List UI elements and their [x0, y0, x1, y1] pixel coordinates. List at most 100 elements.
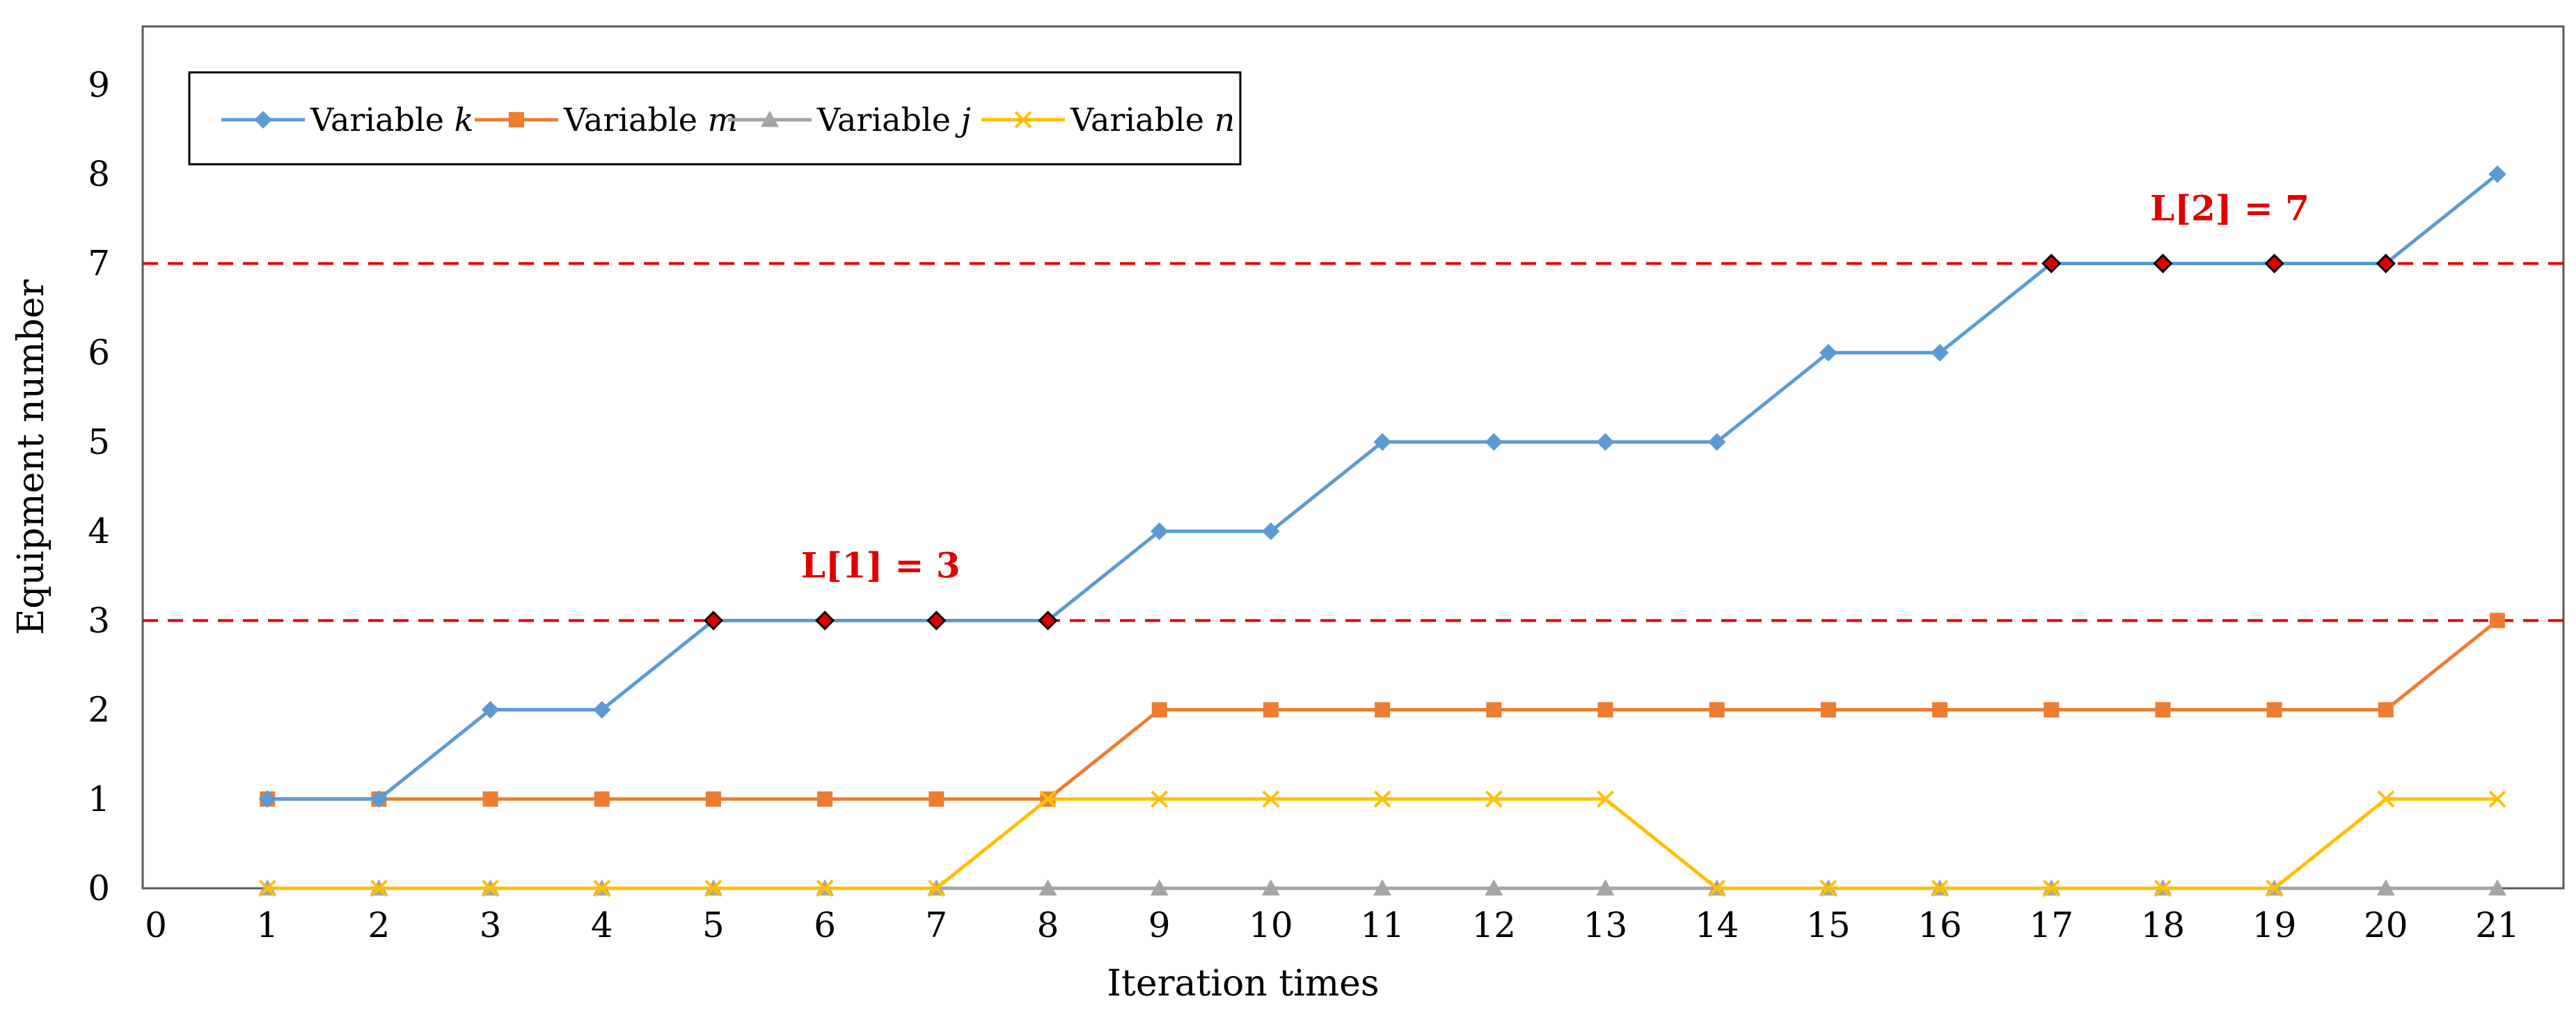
data-point-k [1373, 433, 1391, 451]
data-point-m [1597, 702, 1613, 718]
reference-line-label: L[1] = 3 [801, 544, 961, 585]
data-point-m [594, 791, 610, 807]
x-tick-label: 19 [2252, 905, 2297, 945]
x-tick-label: 11 [1360, 905, 1405, 945]
y-tick-label: 5 [88, 422, 110, 462]
y-tick-label: 9 [88, 65, 110, 105]
series-k [258, 165, 2506, 808]
data-point-highlight-k [815, 611, 835, 631]
data-point-j [2376, 879, 2395, 896]
x-tick-label: 3 [480, 905, 502, 945]
y-tick-label: 8 [88, 154, 110, 194]
x-tick-label: 14 [1695, 905, 1739, 945]
data-point-n [1485, 790, 1503, 808]
data-point-k [481, 700, 500, 719]
data-point-k [1707, 433, 1726, 451]
data-point-n [1039, 790, 1057, 808]
data-point-highlight-k [2376, 253, 2396, 274]
x-tick-label: 17 [2029, 905, 2073, 945]
data-point-m [482, 791, 498, 807]
legend-label-m: Variable m [563, 101, 738, 139]
x-tick-labels: 0 1 2 3 4 5 6 7 8 9 10 11 12 13 14 15 16 17 18 19 20 21 [145, 905, 2520, 945]
data-point-j [1261, 879, 1280, 896]
data-point-n [1931, 879, 1949, 897]
y-tick-label: 4 [88, 511, 110, 551]
data-point-j [1150, 879, 1169, 896]
data-point-m [705, 791, 721, 807]
series-m [260, 613, 2505, 807]
data-point-k [2488, 165, 2506, 183]
data-point-n [2042, 879, 2060, 897]
data-point-n [2266, 879, 2284, 897]
legend-box [188, 71, 1242, 166]
data-point-n [816, 879, 834, 897]
legend-marker-m [509, 112, 524, 127]
data-point-n [2488, 790, 2506, 808]
legend-label-n: Variable n [1070, 101, 1235, 139]
data-point-k [1931, 343, 1949, 362]
y-axis-title: Equipment number [10, 279, 52, 635]
data-point-n [370, 879, 388, 897]
data-point-j [2488, 879, 2506, 896]
data-point-k [1262, 522, 1280, 540]
data-point-n [1373, 790, 1391, 808]
legend-marker-j [761, 111, 779, 127]
data-point-m [1263, 702, 1279, 718]
y-tick-label: 3 [88, 600, 110, 640]
data-point-m [1709, 702, 1725, 718]
data-point-k [1151, 522, 1169, 540]
data-point-highlight-k [926, 611, 947, 631]
data-point-j [1485, 879, 1503, 896]
x-axis-title: Iteration times [1107, 963, 1379, 1005]
x-tick-label: 1 [256, 905, 278, 945]
data-point-highlight-k [2264, 253, 2284, 274]
data-point-m [2044, 702, 2060, 718]
legend-entry-k: Variable k [221, 101, 473, 139]
x-tick-label: 9 [1148, 905, 1171, 945]
legend-marker-n [1014, 111, 1032, 129]
data-point-n [482, 879, 499, 897]
data-point-j [1373, 879, 1392, 896]
x-tick-label: 16 [1918, 905, 1962, 945]
data-point-k [1485, 433, 1503, 451]
legend-marker-k [254, 111, 272, 129]
data-point-highlight-k [2041, 253, 2062, 274]
annotations: L[1] = 3 L[2] = 7 [801, 187, 2309, 585]
x-tick-label: 18 [2141, 905, 2186, 945]
legend-entry-n: Variable n [981, 101, 1235, 139]
y-tick-label: 6 [88, 333, 110, 373]
x-tick-label: 21 [2475, 905, 2520, 945]
y-tick-label: 1 [88, 779, 110, 819]
data-point-j [1596, 879, 1615, 896]
data-point-n [1708, 879, 1726, 897]
x-tick-label: 20 [2364, 905, 2408, 945]
legend-label-k: Variable k [310, 101, 473, 139]
data-point-n [258, 879, 276, 897]
data-point-m [1375, 702, 1391, 718]
x-tick-label: 0 [145, 905, 167, 945]
data-point-m [2378, 702, 2394, 718]
y-tick-label: 7 [88, 243, 110, 283]
data-point-k [1819, 343, 1838, 362]
data-point-highlight-k [1038, 611, 1058, 631]
data-point-n [593, 879, 611, 897]
data-point-highlight-k [2153, 253, 2173, 274]
data-point-k [593, 700, 611, 719]
data-point-m [2490, 613, 2505, 629]
legend: Variable k Variable m Variable j Variable n [188, 71, 1242, 166]
series-layer [258, 165, 2506, 897]
reference-line-label: L[2] = 7 [2150, 187, 2309, 228]
data-point-n [2377, 790, 2395, 808]
data-point-n [1819, 879, 1838, 897]
x-tick-label: 8 [1037, 905, 1059, 945]
y-tick-label: 0 [88, 868, 110, 908]
x-tick-label: 4 [591, 905, 613, 945]
data-point-m [1151, 702, 1167, 718]
x-tick-label: 15 [1806, 905, 1851, 945]
legend-entry-m: Variable m [475, 101, 738, 139]
data-point-n [704, 879, 722, 897]
data-point-n [1597, 790, 1614, 808]
data-point-n [1262, 790, 1280, 808]
x-tick-label: 10 [1249, 905, 1293, 945]
